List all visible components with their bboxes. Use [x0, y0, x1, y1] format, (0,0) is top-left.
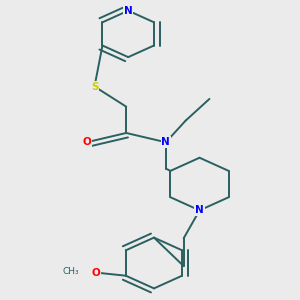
Text: N: N [195, 206, 204, 215]
Text: O: O [82, 137, 91, 147]
Text: CH₃: CH₃ [62, 267, 79, 276]
Text: N: N [161, 137, 170, 147]
Text: N: N [124, 6, 133, 16]
Text: O: O [92, 268, 100, 278]
Text: S: S [91, 82, 98, 92]
